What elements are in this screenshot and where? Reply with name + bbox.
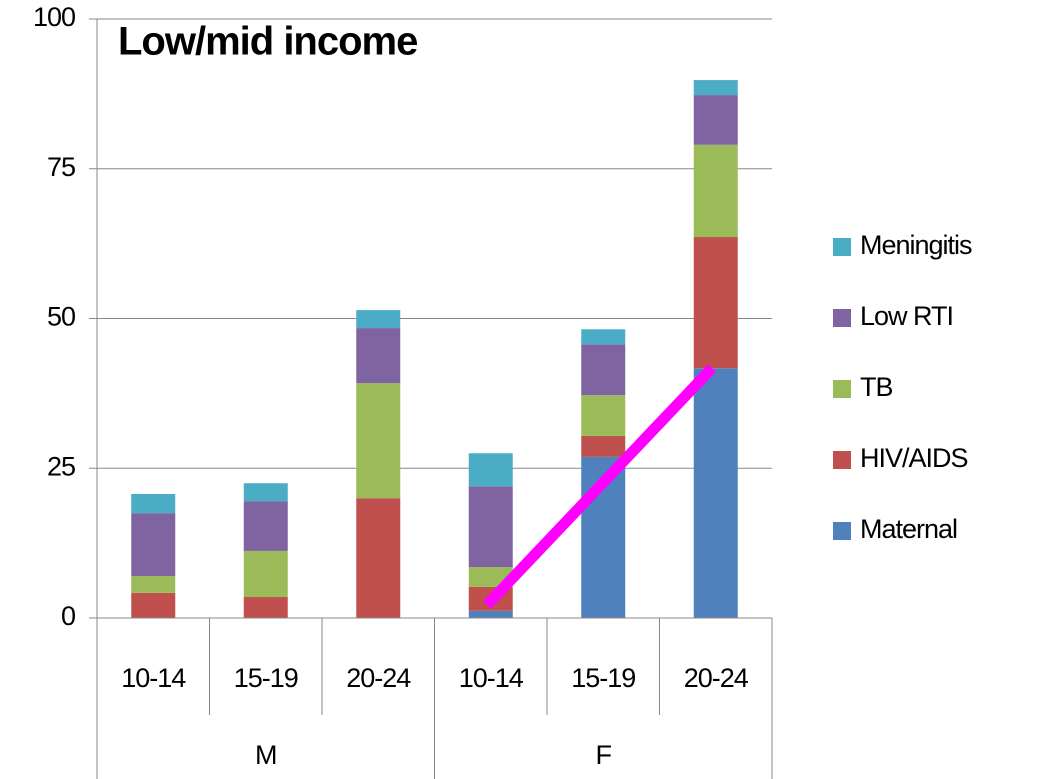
- legend-swatch: [833, 238, 851, 256]
- y-tick-label: 25: [47, 451, 75, 481]
- bar-segment: [131, 592, 176, 618]
- bar-segment: [356, 498, 401, 618]
- x-tick-label: 20-24: [346, 663, 411, 693]
- bar-segment: [356, 310, 401, 329]
- y-tick-label: 100: [33, 2, 75, 32]
- bar-segment: [581, 435, 626, 457]
- x-tick-label: 10-14: [121, 663, 186, 693]
- bar-segment: [356, 328, 401, 384]
- x-tick-label: 20-24: [684, 663, 749, 693]
- legend-label: Maternal: [860, 514, 957, 544]
- bar-segment: [243, 483, 288, 502]
- highlight-line: [483, 364, 716, 609]
- bar-segment: [243, 501, 288, 551]
- legend-swatch: [833, 309, 851, 327]
- legend-swatch: [833, 522, 851, 540]
- x-tick-label: 10-14: [459, 663, 524, 693]
- y-tick-label: 0: [61, 601, 75, 631]
- axes: 0 25 50 75 100 10-14 15-19 20-24 M 10-14 15-19 20-2…: [33, 2, 973, 779]
- legend-label: TB: [860, 372, 893, 402]
- bar-segment: [468, 486, 513, 568]
- bar-segment: [693, 144, 738, 238]
- bar-segment: [356, 383, 401, 499]
- legend-swatch: [833, 451, 851, 469]
- bar-segment: [131, 494, 176, 514]
- bar-segment: [131, 576, 176, 593]
- bar-segment: [468, 610, 513, 618]
- legend-label: Meningitis: [860, 230, 972, 260]
- legend-label: HIV/AIDS: [860, 443, 968, 473]
- legend-label: Low RTI: [860, 301, 953, 331]
- bar-segment: [131, 513, 176, 577]
- bar-segment: [693, 95, 738, 145]
- bar-segment: [581, 395, 626, 436]
- y-tick-label: 75: [47, 152, 75, 182]
- group-label: M: [255, 740, 277, 770]
- bar-segment: [243, 550, 288, 598]
- chart-title: Low/mid income: [118, 20, 417, 64]
- bar-segment: [468, 453, 513, 487]
- y-tick-label: 50: [47, 302, 75, 332]
- x-tick-label: 15-19: [571, 663, 635, 693]
- bar-segment: [581, 344, 626, 396]
- bar-segment: [693, 80, 738, 96]
- bar-segment: [693, 237, 738, 369]
- legend-swatch: [833, 380, 851, 398]
- bar-segment: [581, 329, 626, 345]
- x-tick-label: 15-19: [234, 663, 298, 693]
- bar-segment: [693, 368, 738, 618]
- group-label: F: [596, 740, 612, 770]
- bar-segment: [243, 597, 288, 618]
